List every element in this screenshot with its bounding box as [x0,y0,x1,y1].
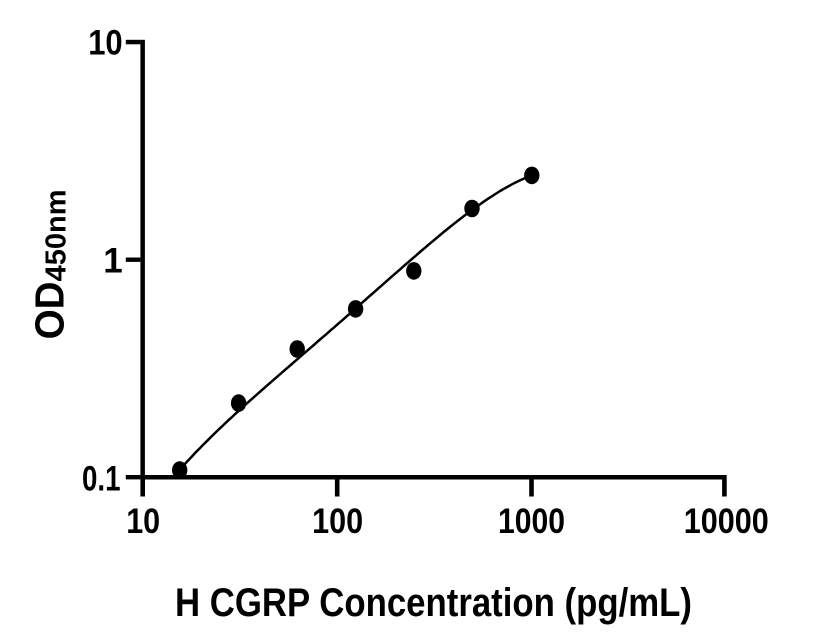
svg-text:OD450nm: OD450nm [26,189,72,339]
svg-text:H CGRP Concentration (pg/mL): H CGRP Concentration (pg/mL) [175,581,692,625]
svg-text:10: 10 [88,24,123,63]
svg-text:100: 100 [312,502,363,541]
svg-text:1: 1 [103,241,122,280]
svg-text:10: 10 [126,502,160,541]
svg-text:1000: 1000 [498,502,565,541]
svg-text:10000: 10000 [684,502,769,541]
svg-text:0.1: 0.1 [82,459,121,498]
